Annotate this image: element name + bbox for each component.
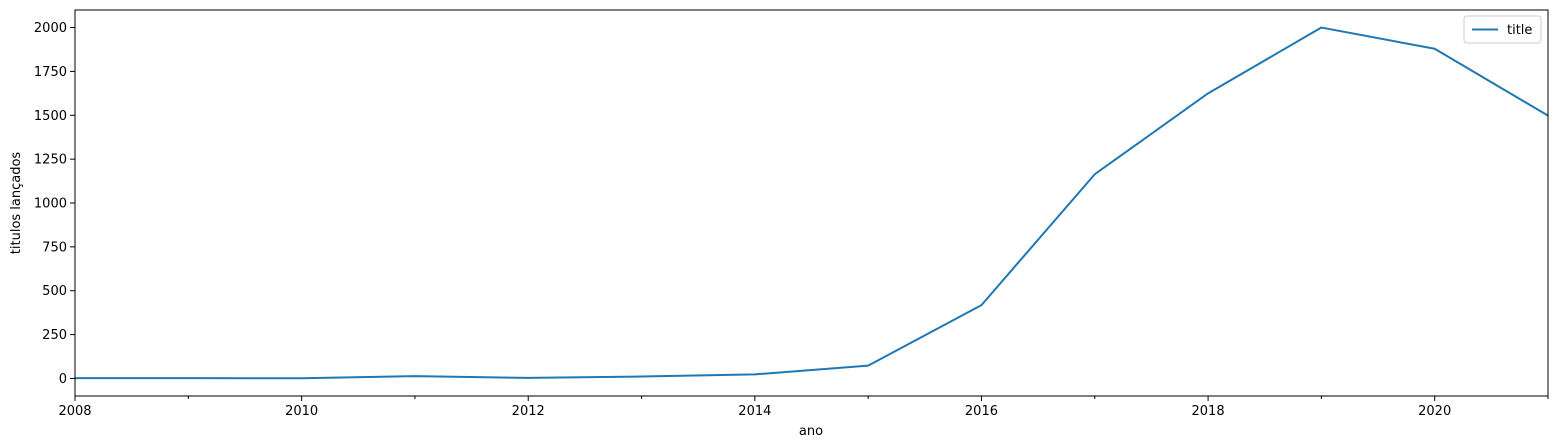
y-tick-label: 1000: [34, 197, 67, 212]
x-axis-ticks: 2008 2010 2012 2014 2016 2018 2020: [58, 396, 1549, 419]
x-axis-label: ano: [799, 424, 823, 439]
y-tick-label: 2000: [34, 21, 67, 36]
x-tick-label: 2018: [1192, 404, 1225, 419]
y-tick-label: 750: [42, 240, 67, 255]
y-axis-label: titulos lançados: [9, 152, 24, 255]
x-tick-label: 2014: [738, 404, 771, 419]
y-tick-label: 500: [42, 284, 67, 299]
y-tick-label: 250: [42, 328, 67, 343]
series-line-title: [75, 26, 1549, 380]
legend: title: [1463, 15, 1542, 44]
legend-box: [1463, 15, 1542, 44]
y-axis-ticks: 0 250 500 750 1000 1250 1500 1750 2000: [34, 21, 75, 387]
y-tick-label: 1750: [34, 65, 67, 80]
series-layer: [75, 26, 1549, 380]
y-tick-label: 1500: [34, 109, 67, 124]
x-tick-label: 2012: [512, 404, 545, 419]
x-tick-label: 2020: [1418, 404, 1451, 419]
plot-frame: [74, 9, 1549, 397]
x-tick-label: 2008: [58, 404, 91, 419]
x-tick-label: 2016: [965, 404, 998, 419]
plot-area-background: [75, 10, 1548, 396]
legend-entry-label: title: [1507, 23, 1532, 38]
x-tick-label: 2010: [285, 404, 318, 419]
y-tick-label: 0: [59, 372, 67, 387]
y-tick-label: 1250: [34, 153, 67, 168]
